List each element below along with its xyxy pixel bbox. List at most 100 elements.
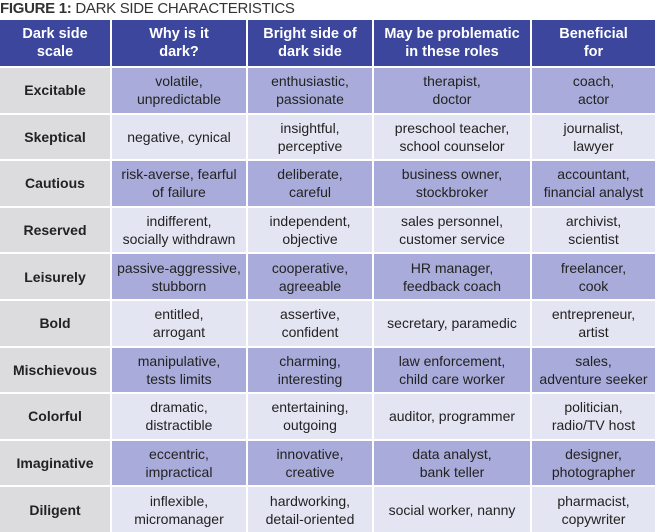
cell-line: artist (578, 324, 609, 341)
table-cell: pharmacist, copywriter (532, 487, 655, 532)
row-label: Excitable (0, 68, 110, 113)
table-cell: dramatic, distractible (112, 394, 246, 439)
cell-line: archivist, (565, 213, 622, 230)
table-cell: eccentric, impractical (112, 440, 246, 486)
table-cell: secretary, paramedic (374, 300, 530, 346)
cell-line: data analyst, (412, 446, 492, 463)
cell-line: enthusiastic, (271, 73, 349, 90)
table-cell: coach, actor (532, 68, 655, 113)
table-cell: auditor, programmer (374, 394, 530, 439)
cell-line: freelancer, (560, 259, 627, 276)
cell-line: perceptive (277, 137, 343, 154)
table-cell: entertaining, outgoing (248, 394, 372, 439)
row-label: Mischievous (0, 347, 110, 393)
cell-line: bank teller (419, 464, 485, 481)
cell-line: of failure (152, 184, 206, 201)
cell-line: passive-aggressive, (117, 259, 241, 276)
table-cell: sales personnel, customer service (374, 207, 530, 253)
cell-line: customer service (399, 231, 505, 248)
table-cell: negative, cynical (112, 114, 246, 160)
cell-line: Cautious (25, 175, 85, 192)
cell-line: designer, (565, 446, 622, 463)
cell-line: journalist, (563, 119, 624, 136)
cell-line: dramatic, (150, 399, 208, 416)
row-label: Cautious (0, 161, 110, 206)
cell-line: outgoing (283, 417, 337, 434)
cell-line: preschool teacher, (394, 119, 510, 136)
table-cell: data analyst, bank teller (374, 440, 530, 486)
table-cell: cooperative, agreeable (248, 254, 372, 299)
cell-line: objective (282, 231, 338, 248)
table-cell: assertive, confident (248, 300, 372, 346)
cell-line: secretary, paramedic (387, 315, 517, 332)
cell-line: Diligent (29, 501, 81, 518)
cell-line: innovative, (276, 446, 344, 463)
row-label: Colorful (0, 394, 110, 439)
table-cell: entitled, arrogant (112, 300, 246, 346)
table-cell: inflexible, micromanager (112, 487, 246, 532)
table-cell: archivist, scientist (532, 207, 655, 253)
cell-line: adventure seeker (539, 370, 648, 387)
table: Dark side scale Why is it dark? Bright side … (0, 20, 655, 532)
cell-line: independent, (269, 213, 351, 230)
cell-line: sales personnel, (401, 213, 503, 230)
cell-line: insightful, (280, 119, 340, 136)
table-cell: hardworking, detail-oriented (248, 487, 372, 532)
cell-line: eccentric, (149, 446, 209, 463)
header-cell: Beneficial for (532, 20, 655, 66)
cell-line: in these roles (405, 44, 499, 60)
figure-text: DARK SIDE CHARACTERISTICS (75, 0, 295, 17)
row-label: Bold (0, 300, 110, 346)
cell-line: coach, (572, 73, 615, 90)
cell-line: for (583, 44, 604, 60)
cell-line: inflexible, (149, 492, 209, 509)
cell-line: dark side (278, 44, 342, 60)
cell-line: unpredictable (136, 91, 222, 108)
cell-line: arrogant (152, 324, 206, 341)
cell-line: socially withdrawn (122, 231, 236, 248)
cell-line: dark? (159, 44, 199, 60)
cell-line: cook (578, 277, 609, 294)
header-cell: May be problematic in these roles (374, 20, 530, 66)
cell-line: pharmacist, (557, 492, 630, 509)
row-label: Reserved (0, 207, 110, 253)
table-cell: sales, adventure seeker (532, 347, 655, 393)
cell-line: copywriter (561, 510, 626, 527)
cell-line: sales, (575, 352, 612, 369)
cell-line: auditor, programmer (388, 408, 516, 425)
cell-line: feedback coach (402, 277, 502, 294)
table-cell: passive-aggressive, stubborn (112, 254, 246, 299)
table-cell: entrepreneur, artist (532, 300, 655, 346)
cell-line: Imaginative (16, 455, 94, 472)
table-cell: designer, photographer (532, 440, 655, 486)
cell-line: micromanager (134, 510, 224, 527)
cell-line: assertive, (280, 306, 340, 323)
cell-line: interesting (277, 370, 343, 387)
cell-line: Bright side of (263, 26, 357, 42)
cell-line: passionate (276, 91, 344, 108)
table-cell: preschool teacher, school counselor (374, 114, 530, 160)
table-cell: charming, interesting (248, 347, 372, 393)
cell-line: law enforcement, (398, 352, 506, 369)
cell-line: agreeable (278, 277, 342, 294)
cell-line: risk-averse, fearful (121, 166, 237, 183)
table-cell: indifferent, socially withdrawn (112, 207, 246, 253)
cell-line: radio/TV host (551, 417, 636, 434)
table-cell: accountant, financial analyst (532, 161, 655, 206)
cell-line: Leisurely (24, 268, 86, 285)
cell-line: stubborn (151, 277, 207, 294)
cell-line: politician, (564, 399, 623, 416)
table-cell: insightful, perceptive (248, 114, 372, 160)
table-cell: innovative, creative (248, 440, 372, 486)
cell-line: school counselor (399, 137, 505, 154)
cell-line: scientist (568, 231, 619, 248)
cell-line: accountant, (557, 166, 630, 183)
cell-line: creative (285, 464, 335, 481)
cell-line: distractible (145, 417, 213, 434)
cell-line: indifferent, (146, 213, 212, 230)
header-cell: Bright side of dark side (248, 20, 372, 66)
cell-line: confident (281, 324, 339, 341)
cell-line: therapist, (423, 73, 481, 90)
cell-line: actor (577, 91, 610, 108)
